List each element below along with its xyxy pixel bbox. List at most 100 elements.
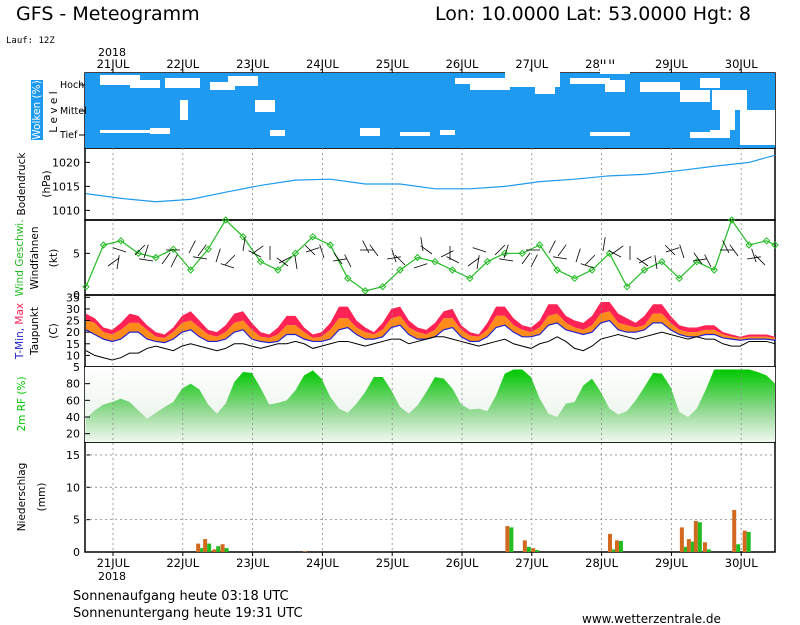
humidity-tick-label: 60: [66, 394, 80, 407]
wind-barb: [494, 244, 506, 256]
wind-barb: [215, 248, 221, 263]
wind-point: [204, 245, 212, 253]
precip-tick-label: 10: [66, 481, 80, 494]
cloud-gap: [100, 75, 140, 85]
wind-barb: [304, 244, 316, 256]
cloud-gap: [600, 64, 630, 74]
wind-barb: [134, 244, 146, 256]
year-top: 2018: [98, 46, 126, 59]
wind-ylabel: Wind Geschwi.: [14, 219, 26, 296]
wind-point: [291, 249, 300, 258]
wind-barb: [693, 252, 703, 265]
precip-bar: [526, 546, 531, 552]
cloud-gap: [255, 100, 275, 112]
wind-point: [431, 257, 439, 266]
cloud-gap: [700, 78, 720, 88]
precip-bar: [679, 527, 684, 552]
year-bottom: 2018: [98, 570, 126, 583]
cloud-gap: [130, 80, 160, 88]
day-label-bottom: 27JUL: [515, 556, 548, 570]
grid-lines: [85, 148, 775, 552]
precip-bar: [196, 543, 201, 552]
precip-bar: [220, 544, 225, 552]
wind-barb: [107, 257, 120, 267]
wind-barb: [665, 247, 680, 253]
wind-barb: [467, 257, 480, 267]
wind-barb: [440, 250, 454, 258]
wind-barb: [446, 256, 460, 264]
wind-barb: [476, 255, 480, 270]
precipitation-panel: 0 5 10 15: [66, 449, 751, 559]
wind-barb: [420, 245, 433, 255]
wind-barb: [112, 247, 127, 253]
cloud-gap: [710, 130, 730, 138]
wind-point: [256, 257, 265, 266]
day-label-bottom: 30JUL: [725, 556, 758, 570]
wind-unit: (kt): [48, 249, 60, 267]
temp-tick-label: 10: [66, 349, 80, 362]
cloud-level-label: Mittel: [60, 106, 87, 117]
dewpoint-line: [85, 331, 776, 361]
cloud-gap: [680, 90, 710, 102]
wind-barb: [704, 254, 712, 268]
precip-tick-label: 15: [66, 449, 80, 462]
cloud-panel: Hoch Mittel Tief: [59, 64, 775, 148]
temp-tick-label: 35: [66, 291, 80, 304]
wind-barb: [746, 256, 761, 260]
cloud-gap: [470, 78, 510, 90]
wind-point: [675, 274, 684, 283]
day-label-top: 26JUL: [446, 57, 479, 71]
day-label-bottom: 28JUL: [585, 556, 618, 570]
wind-point: [186, 266, 195, 274]
wind-barb: [729, 244, 739, 257]
day-labels-bottom: 21JUL 22JUL 23JUL 24JUL 25JUL 26JUL 27JUL 28JUL…: [97, 552, 758, 570]
wind-point: [378, 282, 387, 291]
temp-unit: (C): [48, 323, 60, 339]
pressure-panel: 1010 1015 1020: [52, 154, 776, 217]
wind-point: [588, 266, 596, 274]
wind-ylabel2: Windfahnen: [29, 227, 41, 290]
day-label-bottom: 29JUL: [655, 556, 688, 570]
cloud-gap: [505, 72, 560, 87]
wind-barb: [193, 256, 208, 260]
cloud-gap: [535, 84, 555, 94]
humidity-ylabel: 2m RF (%): [16, 376, 28, 431]
temp-tick-label: 30: [66, 303, 80, 316]
humidity-tick-label: 80: [66, 378, 80, 391]
precip-bar: [607, 533, 612, 552]
wind-point: [134, 249, 143, 258]
cloud-gap: [590, 132, 630, 136]
wind-point: [518, 249, 526, 258]
chart-title: GFS - Meteogramm: [16, 3, 200, 25]
cloud-level-label: Hoch: [60, 80, 84, 91]
source-link[interactable]: www.wetterzentrale.de: [582, 612, 721, 625]
sunset-text: Sonnenuntergang heute 19:31 UTC: [73, 606, 303, 621]
cloud-gap: [690, 132, 715, 138]
precip-bar: [746, 531, 751, 552]
wind-barb: [369, 244, 379, 257]
cloud-gap: [270, 130, 285, 136]
cloud-gap: [360, 128, 380, 136]
precip-ylabel: Niederschlag: [16, 463, 28, 532]
wind-barb: [391, 248, 397, 263]
wind-barb: [251, 245, 264, 255]
wind-point: [535, 241, 544, 249]
wind-barb: [413, 263, 428, 269]
day-label-bottom: 24JUL: [306, 556, 339, 570]
precip-bar: [690, 541, 695, 552]
wind-barb: [394, 254, 406, 266]
wind-point: [501, 249, 509, 258]
day-label-top: 21JUL: [97, 57, 130, 71]
day-label-bottom: 26JUL: [446, 556, 479, 570]
wind-point: [727, 216, 736, 224]
wind-barb: [553, 256, 568, 260]
wind-barb: [139, 258, 154, 262]
wind-point: [553, 266, 561, 274]
wind-barb: [278, 256, 292, 264]
wind-barb: [248, 250, 262, 258]
precip-bar: [531, 548, 536, 552]
precip-bar: [522, 540, 527, 552]
day-label-bottom: 23JUL: [236, 556, 269, 570]
wind-point: [82, 282, 90, 291]
wind-point: [309, 232, 317, 241]
